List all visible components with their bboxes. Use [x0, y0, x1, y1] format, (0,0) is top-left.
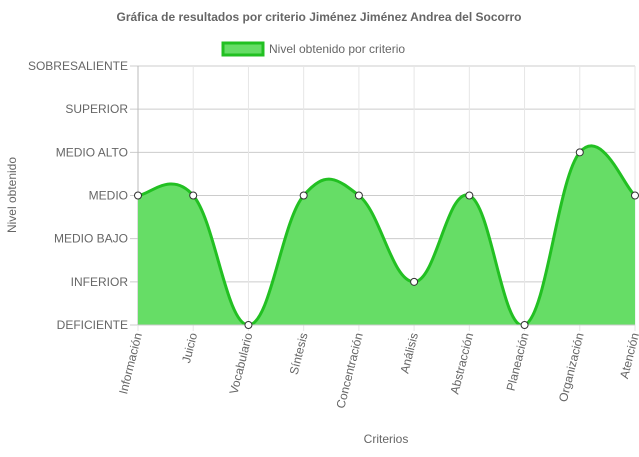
y-tick-label: MEDIO	[89, 189, 128, 203]
series-area	[138, 144, 637, 326]
data-point-7[interactable]	[465, 191, 474, 200]
data-point-3[interactable]	[244, 321, 253, 329]
y-tick-label: MEDIO ALTO	[56, 145, 128, 159]
data-point-8[interactable]	[520, 321, 529, 329]
x-axis-ticks: Información Juicio Vocabulario Síntesis Conc…	[116, 331, 639, 410]
x-tick-label: Planeación	[504, 331, 532, 392]
x-tick-label: Abstracción	[447, 331, 476, 395]
data-point-4[interactable]	[299, 191, 308, 200]
y-axis-title: Nivel obtenido	[5, 157, 19, 233]
data-point-6[interactable]	[410, 277, 419, 286]
data-point-10[interactable]	[631, 191, 639, 200]
x-tick-label: Atención	[617, 331, 639, 380]
data-point-9[interactable]	[575, 148, 584, 157]
series-area-fill	[138, 145, 635, 325]
data-point-2[interactable]	[189, 191, 198, 200]
x-tick-label: Síntesis	[287, 331, 311, 376]
x-tick-label: Organización	[556, 331, 587, 403]
legend-label: Nivel obtenido por criterio	[269, 42, 405, 56]
data-point-5[interactable]	[354, 191, 363, 200]
series-line	[138, 144, 637, 325]
y-axis-ticks: DEFICIENTE INFERIOR MEDIO BAJO MEDIO MEDIO A…	[28, 59, 128, 332]
series-points	[134, 148, 639, 329]
y-tick-label: SUPERIOR	[65, 102, 128, 116]
x-tick-label: Concentración	[333, 331, 365, 409]
y-tick-label: SOBRESALIENTE	[28, 59, 128, 73]
x-tick-label: Vocabulario	[227, 331, 256, 396]
x-tick-label: Análisis	[397, 331, 421, 375]
legend-swatch	[221, 41, 265, 57]
chart-title: Gráfica de resultados por criterio Jimén…	[116, 10, 521, 24]
y-tick-label: DEFICIENTE	[57, 318, 128, 332]
x-tick-label: Juicio	[179, 331, 200, 364]
data-point-1[interactable]	[134, 191, 142, 200]
legend[interactable]: Nivel obtenido por criterio	[221, 41, 405, 57]
y-tick-label: INFERIOR	[71, 275, 129, 289]
x-axis-title: Criterios	[364, 432, 409, 446]
y-tick-label: MEDIO BAJO	[54, 232, 128, 246]
x-tick-label: Información	[116, 331, 145, 395]
